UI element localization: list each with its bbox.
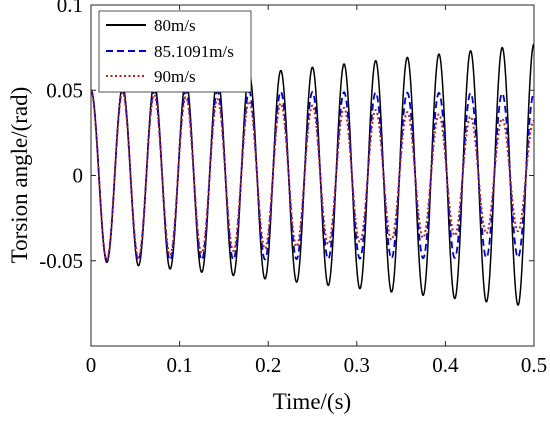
legend-label-80: 80m/s [154, 16, 196, 35]
x-tick-label: 0.5 [521, 353, 547, 377]
series-line-2 [90, 89, 535, 261]
x-tick-label: 0.4 [432, 353, 459, 377]
x-tick-label: 0 [86, 353, 97, 377]
x-axis-ticks: 0 0.1 0.2 0.3 0.4 0.5 [86, 5, 547, 377]
x-axis-label: Time/(s) [273, 389, 351, 414]
y-axis-ticks: 0.1 0.05 0 -0.05 [39, 0, 534, 273]
x-tick-label: 0.1 [166, 353, 192, 377]
y-tick-label: 0 [73, 164, 84, 188]
y-axis-label: Torsion angle/(rad) [7, 87, 32, 264]
y-tick-label: -0.05 [39, 249, 83, 273]
legend-label-85: 85.1091m/s [154, 42, 234, 61]
y-tick-label: 0.1 [57, 0, 83, 17]
series-layer [90, 43, 535, 306]
series-line-1 [90, 89, 535, 262]
x-tick-label: 0.2 [255, 353, 281, 377]
y-tick-label: 0.05 [46, 78, 83, 102]
legend-label-90: 90m/s [154, 67, 196, 86]
x-tick-label: 0.3 [344, 353, 370, 377]
legend: 80m/s 85.1091m/s 90m/s [98, 10, 252, 93]
